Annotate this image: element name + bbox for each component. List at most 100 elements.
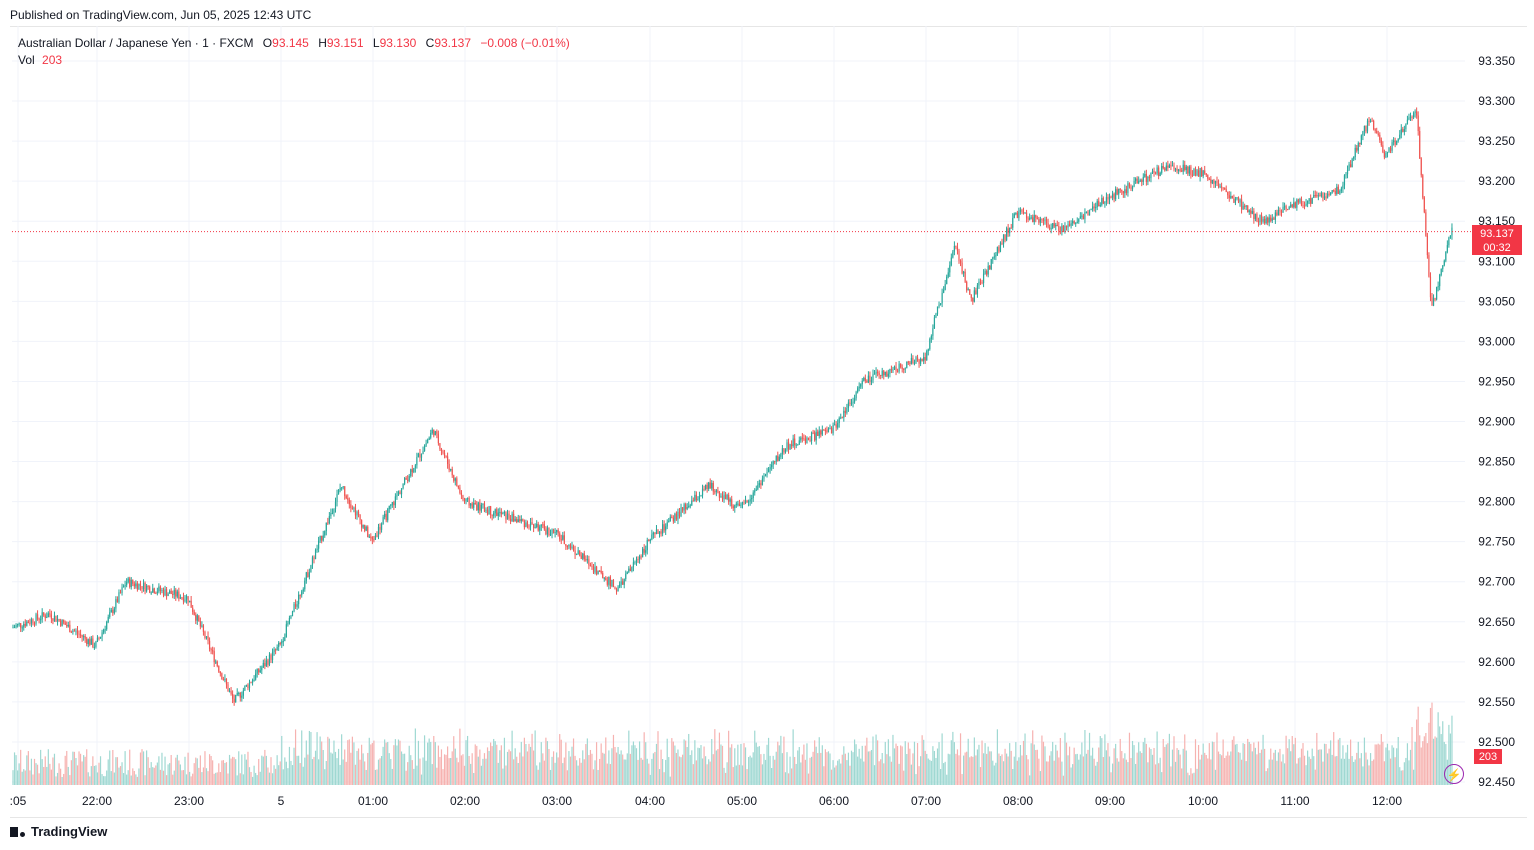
volume-bar (1308, 756, 1310, 785)
candle-body (617, 586, 619, 592)
tradingview-brand[interactable]: TradingView (10, 824, 107, 839)
volume-bar (1012, 769, 1014, 785)
candle-body (926, 351, 928, 361)
candle-body (72, 630, 74, 633)
volume-bar (576, 760, 578, 785)
volume-bar (302, 766, 304, 785)
volume-bar (1001, 754, 1003, 785)
candle-body (787, 442, 790, 450)
candle-body (1262, 218, 1264, 222)
volume-bar (463, 765, 466, 785)
candle-body (178, 591, 180, 599)
candle-body (901, 367, 903, 369)
candle-body (548, 527, 550, 536)
volume-bar (367, 752, 369, 785)
candle-body (267, 660, 269, 665)
volume-bar (1319, 749, 1321, 785)
candle-body (118, 592, 120, 603)
x-tick-label: :05 (10, 794, 27, 808)
volume-bar (387, 742, 389, 785)
volume-bar (907, 742, 909, 785)
candle-body (193, 611, 195, 616)
candle-body (109, 612, 111, 617)
candle-body (1196, 170, 1198, 176)
volume-bar (1058, 757, 1060, 785)
volume-bar (672, 741, 674, 785)
volume-bar (918, 766, 920, 785)
candle-body (1052, 223, 1054, 229)
candle-body (1373, 120, 1375, 130)
candle-body (1078, 218, 1080, 222)
candle-body (784, 449, 787, 453)
candle-body (350, 504, 352, 508)
candle-body (66, 624, 68, 627)
candle-body (823, 429, 825, 431)
volume-bar (255, 772, 257, 785)
candle-body (1181, 170, 1183, 172)
volume-bar (964, 752, 966, 785)
candle-body (13, 627, 16, 629)
candle-body (947, 272, 949, 277)
volume-bar (966, 751, 968, 785)
volume-bar (15, 755, 17, 785)
volume-bar (156, 762, 158, 785)
candle-body (1399, 134, 1401, 139)
volume-bar (1030, 743, 1032, 785)
candle-body (215, 661, 217, 663)
volume-bar (311, 759, 314, 785)
volume-bar (995, 762, 997, 785)
candle-body (1439, 274, 1441, 287)
candle-body (910, 357, 912, 364)
y-tick-label: 92.550 (1478, 695, 1515, 709)
volume-bar (1174, 761, 1177, 785)
chart-frame[interactable] (10, 26, 1527, 818)
volume-bar (748, 757, 750, 785)
volume-bar (625, 759, 627, 785)
chart-legend[interactable]: Australian Dollar / Japanese Yen · 1 · F… (18, 35, 570, 69)
candle-body (992, 257, 994, 260)
lightning-bolt-icon[interactable]: ⚡ (1444, 764, 1464, 784)
volume-bar (314, 750, 317, 785)
volume-bar (207, 771, 209, 785)
candle-body (1402, 128, 1404, 132)
volume-bar (1377, 743, 1379, 785)
volume-bar (599, 758, 601, 785)
candle-body (370, 536, 372, 538)
volume-bar (726, 762, 728, 785)
candle-body (26, 621, 28, 626)
candle-body (1277, 210, 1280, 216)
candle-body (806, 437, 808, 444)
candle-body (153, 588, 155, 594)
candle-body (873, 373, 876, 375)
candle-body (757, 485, 759, 490)
candle-body (1271, 218, 1273, 221)
candle-body (837, 423, 839, 428)
volume-bar (1082, 756, 1084, 785)
volume-bar (737, 744, 739, 785)
candle-body (966, 281, 968, 291)
candle-body (976, 285, 979, 295)
volume-bar (1084, 730, 1086, 785)
volume-bar (984, 743, 986, 785)
volume-bar (566, 770, 568, 785)
candle-body (1068, 224, 1071, 226)
candle-body (427, 439, 429, 444)
volume-bar (1230, 751, 1232, 785)
candle-body (1070, 223, 1072, 226)
volume-bar (35, 763, 37, 785)
volume-bar (1403, 762, 1405, 785)
candle-body (268, 654, 271, 665)
volume-bar (1217, 751, 1220, 785)
candle-body (588, 559, 590, 566)
candle-body (870, 380, 873, 382)
candle-body (380, 524, 383, 530)
volume-bar (1027, 759, 1029, 785)
volume-bar (631, 745, 633, 785)
volume-bar (963, 755, 965, 785)
volume-bar (1050, 751, 1052, 785)
candle-body (345, 495, 347, 499)
candle-body (1448, 237, 1450, 246)
volume-bar (221, 760, 223, 785)
volume-bar (342, 759, 344, 785)
